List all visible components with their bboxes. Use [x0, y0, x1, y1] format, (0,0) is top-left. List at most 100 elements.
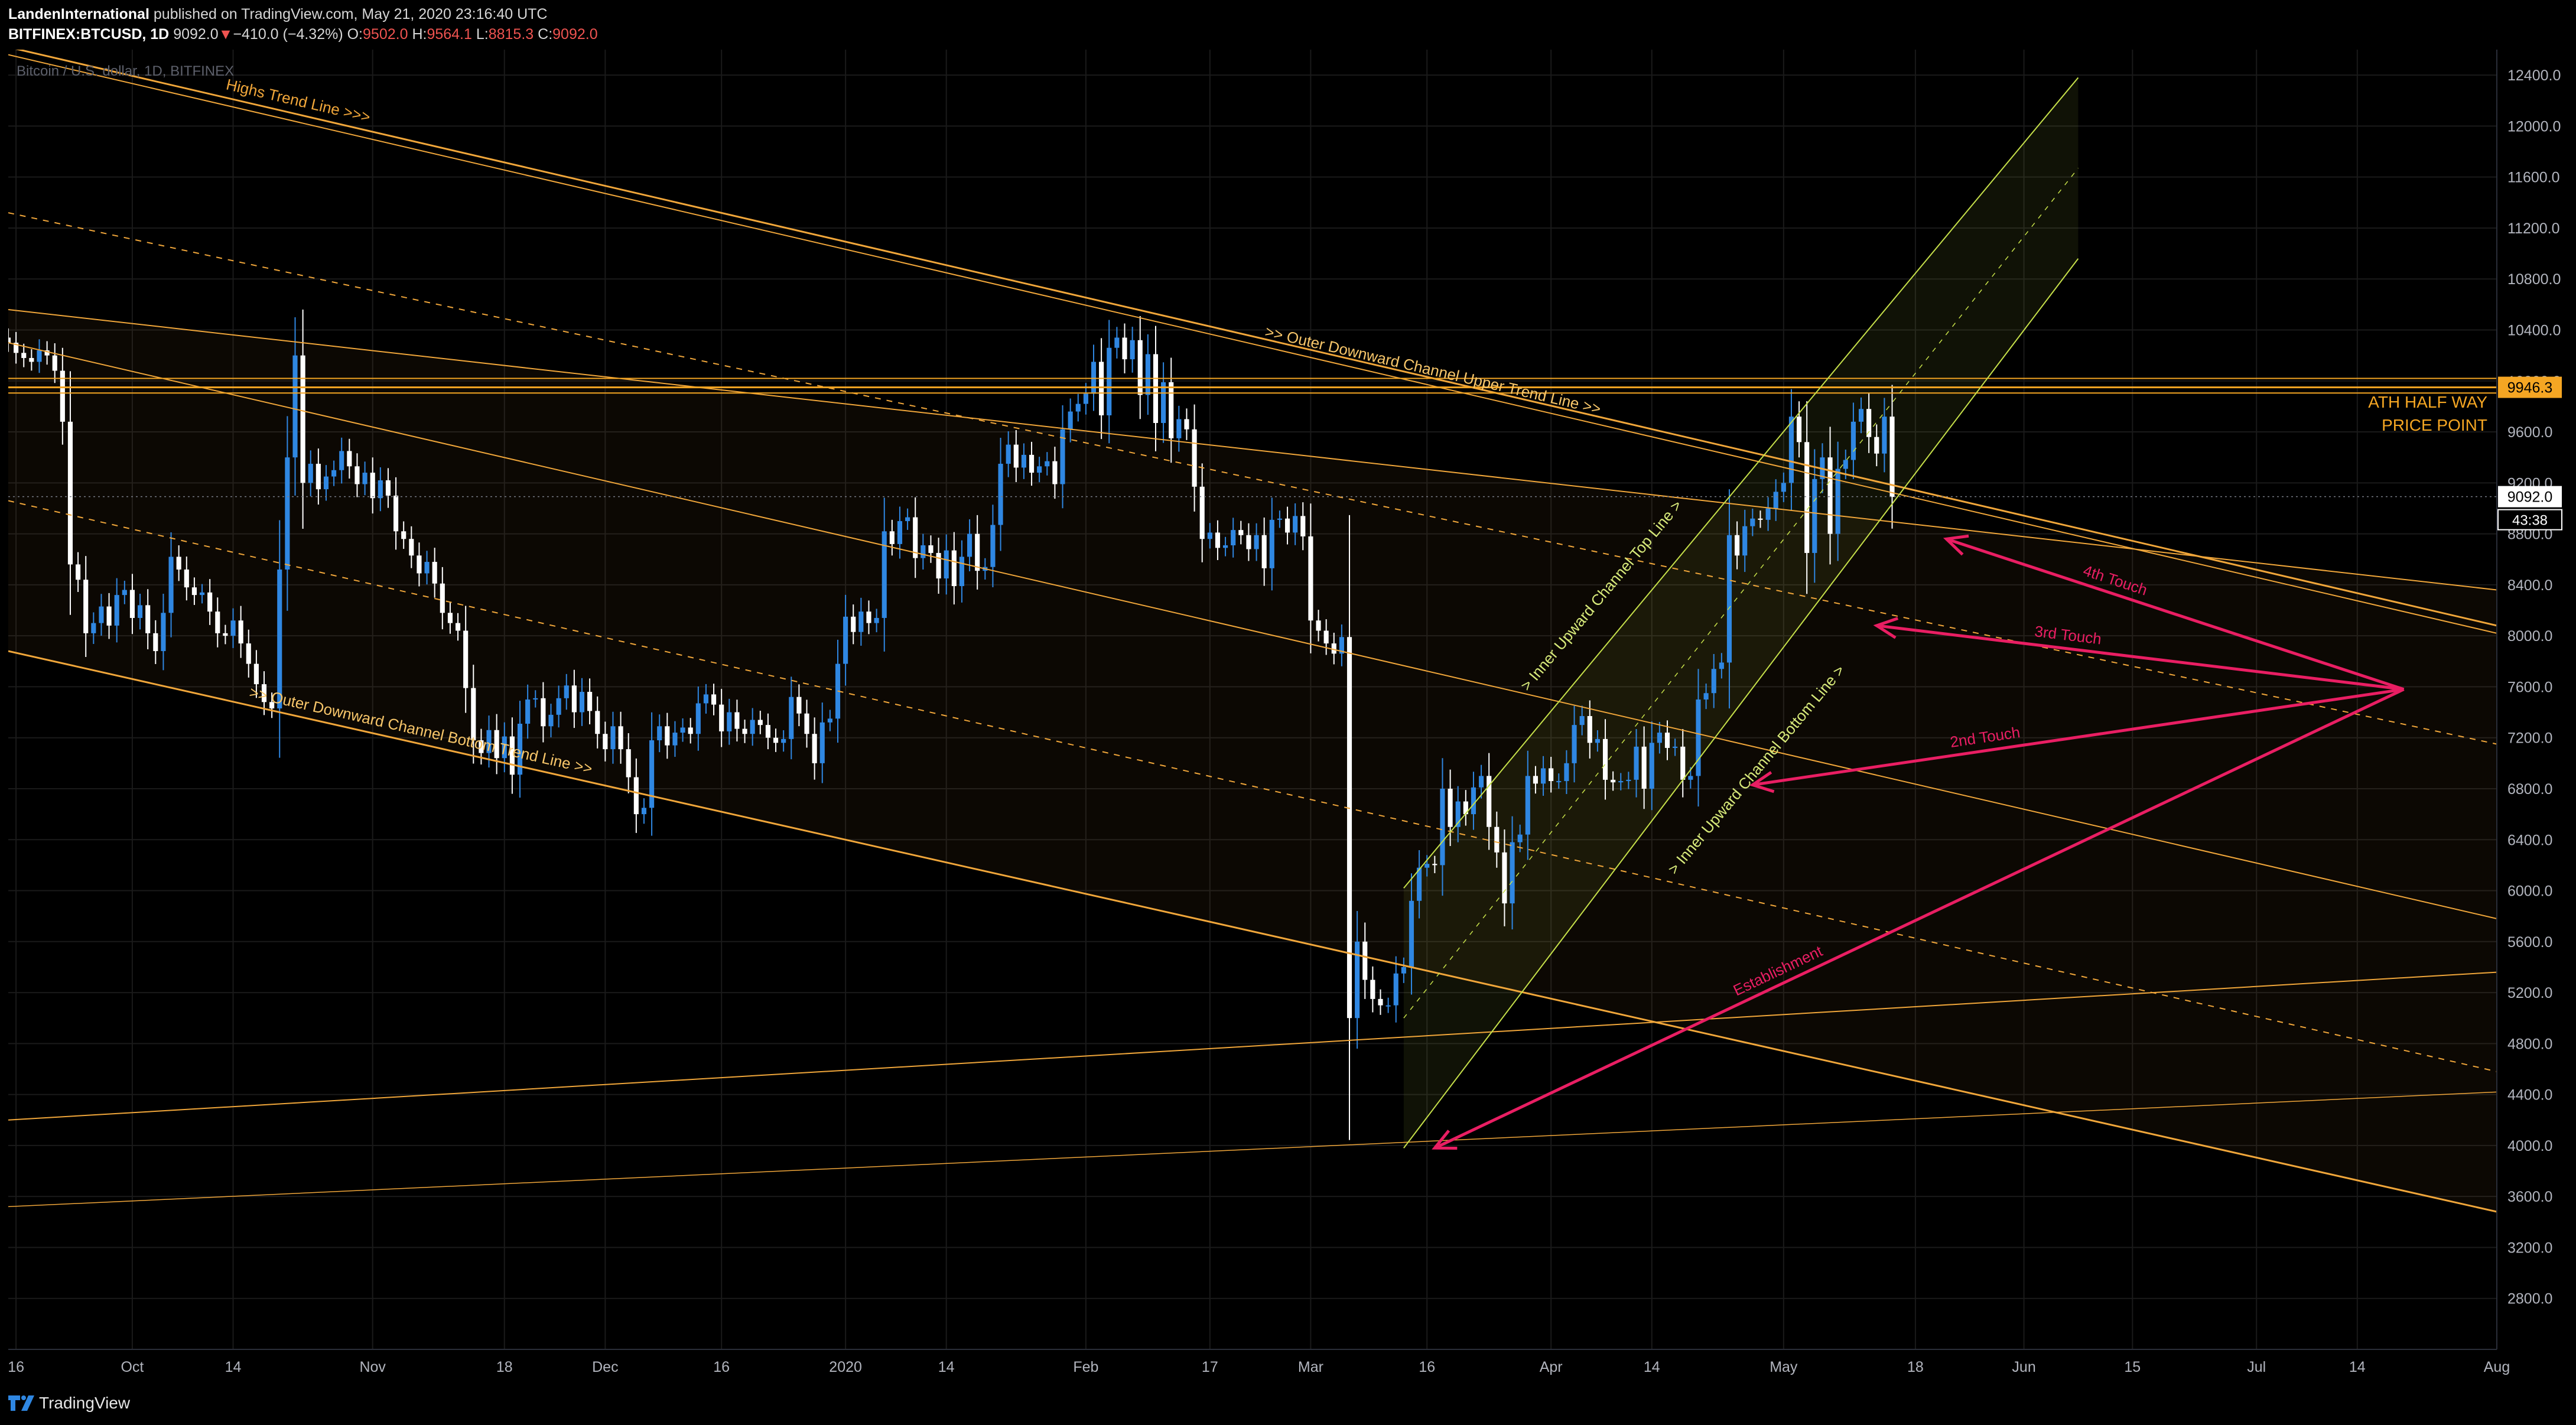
price-tick-label: 10800.0	[2507, 271, 2561, 288]
candle-up	[1726, 535, 1732, 663]
high-value: 9564.1	[427, 26, 472, 43]
candle-down	[509, 736, 515, 775]
symbol-name[interactable]: BITFINEX:BTCUSD, 1D	[8, 26, 170, 43]
candle-down	[67, 421, 73, 565]
candle-up	[339, 451, 344, 470]
candle-up	[122, 590, 127, 596]
candle-up	[1455, 801, 1461, 827]
price-tick-label: 8400.0	[2507, 577, 2552, 594]
candle-up	[533, 698, 538, 700]
candle-up	[1525, 776, 1530, 835]
candle-down	[571, 685, 577, 712]
change-down-icon: ▼	[218, 26, 233, 43]
close-value: 9092.0	[552, 26, 598, 43]
highs-trend-line-label: Highs Trend Line >>>	[225, 75, 372, 126]
candle-up	[680, 727, 685, 733]
candle-down	[1323, 630, 1329, 644]
touch3-arrow-line	[1876, 624, 2404, 691]
candle-down	[479, 740, 484, 753]
price-tick-label: 3600.0	[2507, 1189, 2552, 1205]
price-tick-label: 3200.0	[2507, 1239, 2552, 1256]
highs-trend-line	[15, 50, 2497, 627]
candle-down	[76, 564, 81, 580]
candle-up	[1417, 867, 1422, 901]
time-tick-label: Feb	[1073, 1359, 1098, 1375]
candle-up	[1277, 518, 1282, 520]
candle-up	[695, 703, 701, 734]
candle-up	[703, 694, 709, 704]
chart-grid	[8, 50, 2497, 1349]
candle-up	[517, 723, 523, 775]
candle-down	[207, 592, 213, 612]
candle-up	[285, 457, 290, 570]
candle-down	[1804, 442, 1810, 553]
candle-down	[253, 663, 259, 685]
candle-up	[1882, 417, 1887, 454]
candle-down	[269, 702, 275, 709]
candle-up	[548, 714, 554, 727]
candle-up	[323, 476, 329, 490]
candle-down	[440, 583, 445, 613]
candle-up	[1176, 419, 1182, 438]
candle-up	[1471, 787, 1476, 815]
candle-down	[238, 620, 243, 644]
candle-up	[1850, 421, 1856, 460]
candle-up	[610, 726, 616, 750]
candle-down	[1153, 354, 1159, 423]
candle-up	[1835, 469, 1840, 534]
candle-up	[308, 463, 313, 483]
time-tick-label: 18	[1907, 1359, 1924, 1375]
candle-down	[1122, 337, 1127, 360]
candle-up	[1564, 763, 1569, 782]
candle-down	[1246, 535, 1251, 549]
inner-channel-fill	[1403, 77, 2079, 1149]
candle-up	[1750, 518, 1755, 526]
candle-down	[29, 357, 34, 362]
candle-up	[1254, 535, 1259, 549]
candle-up	[331, 470, 337, 477]
touch4-arrow-line	[1946, 537, 2405, 691]
publisher-name[interactable]: LandenInternational	[8, 6, 149, 22]
candle-down	[765, 725, 770, 738]
candle-up	[641, 808, 647, 815]
candle-up	[1424, 864, 1430, 868]
time-tick-label: 14	[225, 1359, 242, 1375]
candle-up	[727, 712, 732, 731]
ath-label-line1: ATH HALF WAY	[2368, 393, 2487, 411]
ath-label-line2: PRICE POINT	[2382, 416, 2487, 434]
candle-down	[215, 611, 220, 633]
candle-down	[385, 480, 391, 496]
candle-down	[1192, 429, 1197, 487]
candle-up	[657, 726, 662, 741]
candle-down	[1029, 454, 1035, 473]
candle-down	[8, 337, 11, 343]
candle-down	[742, 728, 747, 734]
candle-down	[1316, 620, 1321, 631]
candle-down	[432, 562, 437, 584]
inner-upward-bottom-line	[1403, 258, 2079, 1149]
candle-up	[1657, 733, 1662, 743]
tradingview-brand[interactable]: TradingView	[39, 1394, 131, 1412]
candle-up	[161, 613, 166, 652]
candle-up	[502, 736, 507, 759]
candle-down	[1487, 776, 1492, 827]
chart-watermark: Bitcoin / U.S. dollar, 1D, BITFINEX	[17, 63, 234, 79]
price-tick-label: 6800.0	[2507, 781, 2552, 798]
published-text: published on TradingView.com, May 21, 20…	[153, 6, 548, 22]
open-value: 9502.0	[363, 26, 408, 43]
candle-down	[129, 590, 135, 618]
tradingview-logo-icon[interactable]	[7, 1392, 35, 1413]
candle-down	[851, 616, 856, 632]
candle-down	[261, 684, 267, 702]
candle-down	[370, 473, 375, 499]
candle-down	[618, 726, 623, 750]
candle-down	[1137, 340, 1143, 395]
candle-down	[595, 711, 600, 734]
candle-down	[1284, 518, 1290, 533]
outer-dashed-low-line	[8, 500, 2497, 1072]
candle-up	[998, 463, 1003, 525]
candle-up	[292, 355, 298, 458]
candle-down	[804, 713, 809, 734]
candle-down	[541, 698, 546, 727]
